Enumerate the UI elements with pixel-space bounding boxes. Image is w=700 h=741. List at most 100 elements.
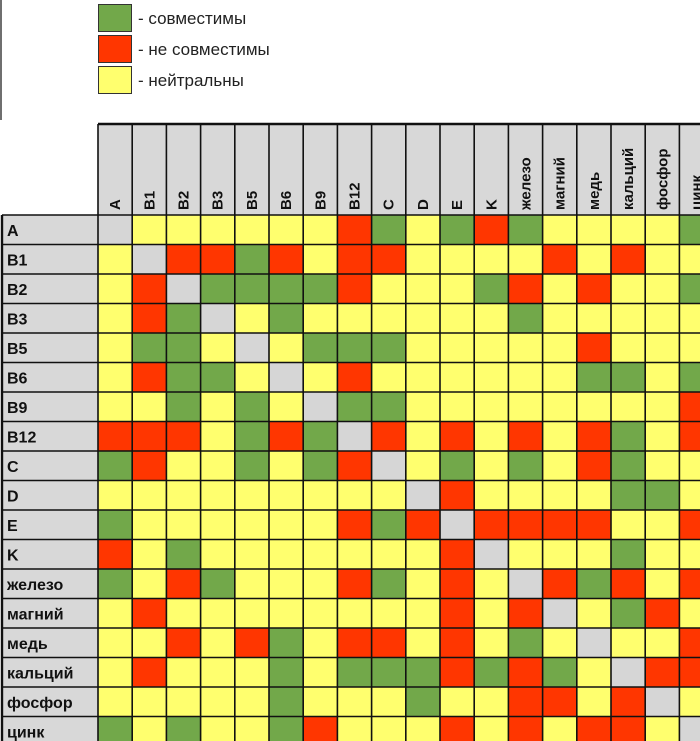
heatmap-cell	[166, 451, 201, 481]
heatmap-cell	[474, 215, 509, 245]
heatmap-cell	[303, 716, 338, 741]
heatmap-cell	[645, 421, 680, 451]
heatmap-cell	[508, 362, 543, 392]
heatmap-cell	[371, 451, 406, 481]
heatmap-cell	[98, 687, 133, 717]
heatmap-cell	[371, 657, 406, 687]
heatmap-cell	[542, 687, 577, 717]
heatmap-cell	[405, 628, 440, 658]
heatmap-cell	[679, 421, 700, 451]
heatmap-cell	[337, 451, 372, 481]
heatmap-cell	[166, 598, 201, 628]
heatmap-cell	[269, 628, 304, 658]
heatmap-cell	[132, 598, 167, 628]
heatmap-cell	[542, 510, 577, 540]
heatmap-cell	[200, 687, 235, 717]
heatmap-cell	[542, 244, 577, 274]
heatmap-cell	[166, 362, 201, 392]
heatmap-cell	[98, 274, 133, 304]
heatmap-cell	[337, 480, 372, 510]
heatmap-cell	[200, 215, 235, 245]
heatmap-cell	[303, 303, 338, 333]
heatmap-cell	[542, 480, 577, 510]
heatmap-cell	[166, 215, 201, 245]
heatmap-cell	[542, 362, 577, 392]
heatmap-cell	[337, 687, 372, 717]
heatmap-cell	[679, 716, 700, 741]
heatmap-cell	[371, 569, 406, 599]
heatmap-cell	[576, 480, 611, 510]
heatmap-cell	[611, 716, 646, 741]
heatmap-cell	[98, 628, 133, 658]
row-label: E	[7, 518, 18, 535]
heatmap-cell	[166, 687, 201, 717]
legend-swatch-compatible	[98, 4, 132, 32]
heatmap-cell	[234, 598, 269, 628]
heatmap-cell	[98, 451, 133, 481]
heatmap-cell	[98, 539, 133, 569]
heatmap-cell	[98, 657, 133, 687]
heatmap-cell	[132, 657, 167, 687]
heatmap-cell	[474, 687, 509, 717]
heatmap-cell	[645, 215, 680, 245]
heatmap-cell	[679, 333, 700, 363]
heatmap-cell	[405, 451, 440, 481]
heatmap-cell	[440, 362, 475, 392]
column-label: C	[381, 199, 398, 210]
heatmap-cell	[576, 451, 611, 481]
heatmap-cell	[371, 333, 406, 363]
heatmap-cell	[576, 687, 611, 717]
heatmap-cell	[440, 480, 475, 510]
heatmap-cell	[337, 657, 372, 687]
row-label: K	[7, 547, 19, 564]
heatmap-cell	[542, 392, 577, 422]
heatmap-cell	[611, 657, 646, 687]
heatmap-cell	[200, 421, 235, 451]
heatmap-cell	[303, 687, 338, 717]
heatmap-cell	[405, 362, 440, 392]
heatmap-cell	[611, 598, 646, 628]
heatmap-cell	[132, 244, 167, 274]
legend-label-compatible: - совместимы	[138, 9, 247, 28]
heatmap-cell	[508, 274, 543, 304]
heatmap-cell	[132, 451, 167, 481]
heatmap-cell	[269, 421, 304, 451]
heatmap-cell	[679, 392, 700, 422]
row-label: фосфор	[7, 695, 73, 712]
heatmap-cell	[200, 539, 235, 569]
heatmap-cell	[576, 628, 611, 658]
heatmap-cell	[611, 274, 646, 304]
heatmap-cell	[371, 303, 406, 333]
heatmap-cell	[234, 215, 269, 245]
heatmap-cell	[303, 569, 338, 599]
column-label: железо	[518, 157, 535, 211]
heatmap-cell	[645, 451, 680, 481]
heatmap-cell	[98, 215, 133, 245]
heatmap-cell	[166, 716, 201, 741]
heatmap-cell	[645, 392, 680, 422]
heatmap-cell	[337, 392, 372, 422]
heatmap-cell	[371, 716, 406, 741]
heatmap-cell	[200, 274, 235, 304]
heatmap-cell	[440, 215, 475, 245]
heatmap-cell	[611, 510, 646, 540]
column-label: E	[449, 200, 466, 210]
heatmap-cell	[645, 480, 680, 510]
heatmap-cell	[269, 598, 304, 628]
heatmap-cell	[234, 451, 269, 481]
heatmap-cell	[337, 362, 372, 392]
heatmap-cell	[679, 244, 700, 274]
row-label: B9	[7, 400, 28, 417]
heatmap-cell	[405, 687, 440, 717]
heatmap-cell	[679, 598, 700, 628]
heatmap-cell	[611, 362, 646, 392]
heatmap-cell	[200, 628, 235, 658]
heatmap-cell	[474, 716, 509, 741]
heatmap-cell	[405, 510, 440, 540]
heatmap-cell	[166, 480, 201, 510]
heatmap-cell	[371, 598, 406, 628]
heatmap-cell	[132, 303, 167, 333]
heatmap-cell	[440, 421, 475, 451]
heatmap-cell	[440, 274, 475, 304]
heatmap-cell	[234, 716, 269, 741]
